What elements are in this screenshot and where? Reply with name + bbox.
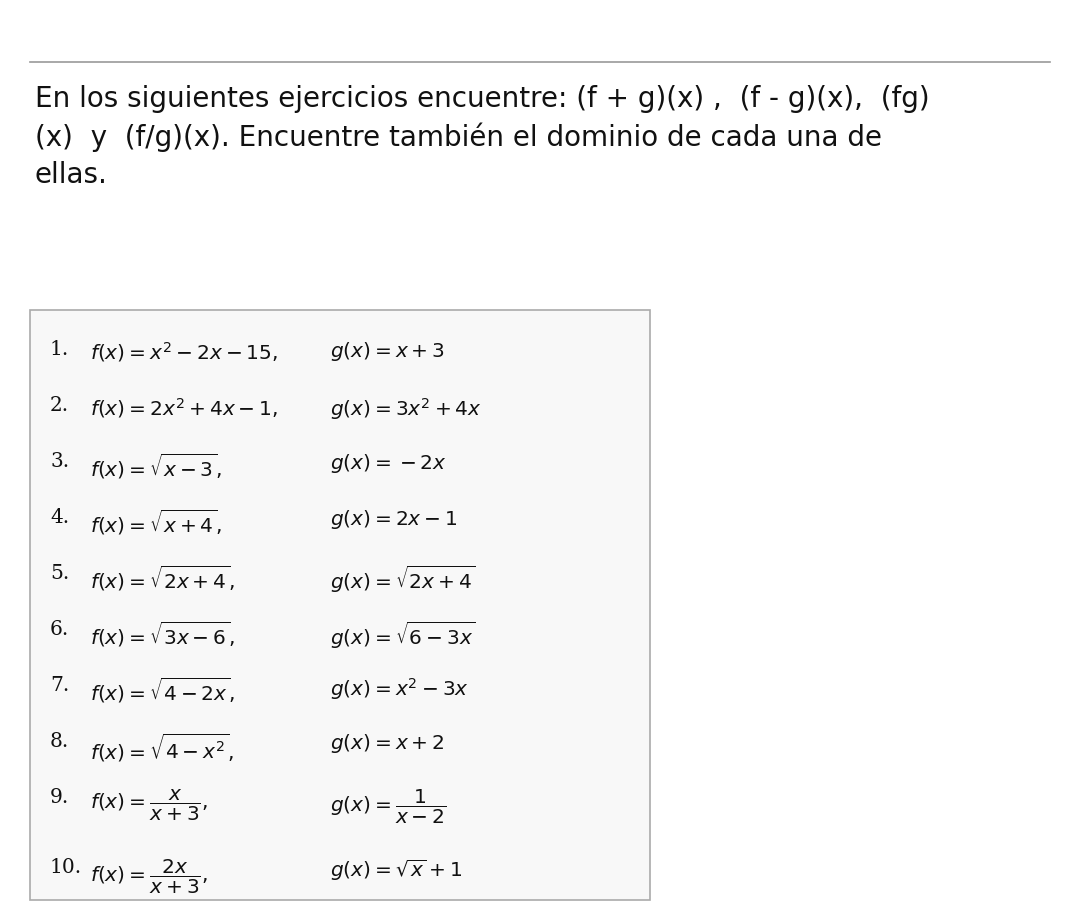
Text: $f(x) = 2x^2 + 4x - 1,$: $f(x) = 2x^2 + 4x - 1,$ — [90, 396, 278, 420]
Text: $f(x) = \dfrac{2x}{x + 3},$: $f(x) = \dfrac{2x}{x + 3},$ — [90, 858, 207, 896]
Text: $g(x) = 2x - 1$: $g(x) = 2x - 1$ — [330, 508, 458, 531]
Text: $f(x) = \sqrt{x - 3},$: $f(x) = \sqrt{x - 3},$ — [90, 452, 221, 481]
Text: ellas.: ellas. — [35, 161, 108, 189]
Text: (x)  y  (f/g)(x). Encuentre también el dominio de cada una de: (x) y (f/g)(x). Encuentre también el dom… — [35, 123, 882, 153]
Text: $f(x) = \sqrt{x + 4},$: $f(x) = \sqrt{x + 4},$ — [90, 508, 221, 537]
Text: $g(x) = -2x$: $g(x) = -2x$ — [330, 452, 447, 475]
Bar — [30, 310, 650, 900]
Text: 6.: 6. — [50, 620, 69, 639]
Text: 1.: 1. — [50, 340, 69, 359]
Text: $f(x) = \sqrt{4 - 2x},$: $f(x) = \sqrt{4 - 2x},$ — [90, 676, 234, 705]
Text: 10.: 10. — [50, 858, 82, 877]
Text: $g(x) = \sqrt{2x + 4}$: $g(x) = \sqrt{2x + 4}$ — [330, 564, 475, 595]
Text: $g(x) = x + 3$: $g(x) = x + 3$ — [330, 340, 445, 363]
Text: $f(x) = \dfrac{x}{x + 3},$: $f(x) = \dfrac{x}{x + 3},$ — [90, 788, 207, 823]
Text: $f(x) = \sqrt{4 - x^2},$: $f(x) = \sqrt{4 - x^2},$ — [90, 732, 234, 764]
Text: 2.: 2. — [50, 396, 69, 415]
Text: $g(x) = 3x^2 + 4x$: $g(x) = 3x^2 + 4x$ — [330, 396, 482, 422]
Text: 4.: 4. — [50, 508, 69, 527]
Text: 7.: 7. — [50, 676, 69, 695]
Text: $f(x) = \sqrt{2x + 4},$: $f(x) = \sqrt{2x + 4},$ — [90, 564, 234, 593]
Text: 8.: 8. — [50, 732, 69, 751]
Text: $g(x) = x + 2$: $g(x) = x + 2$ — [330, 732, 445, 755]
Text: 3.: 3. — [50, 452, 69, 471]
Text: $f(x) = x^2 - 2x - 15,$: $f(x) = x^2 - 2x - 15,$ — [90, 340, 278, 364]
Text: 5.: 5. — [50, 564, 69, 583]
Text: 9.: 9. — [50, 788, 69, 807]
Text: En los siguientes ejercicios encuentre: (f + g)(x) ,  (f - g)(x),  (fg): En los siguientes ejercicios encuentre: … — [35, 85, 930, 113]
Text: $g(x) = \sqrt{x} + 1$: $g(x) = \sqrt{x} + 1$ — [330, 858, 462, 883]
Text: $f(x) = \sqrt{3x - 6},$: $f(x) = \sqrt{3x - 6},$ — [90, 620, 234, 649]
Text: $g(x) = \sqrt{6 - 3x}$: $g(x) = \sqrt{6 - 3x}$ — [330, 620, 475, 651]
Text: $g(x) = x^2 - 3x$: $g(x) = x^2 - 3x$ — [330, 676, 469, 702]
Text: $g(x) = \dfrac{1}{x - 2}$: $g(x) = \dfrac{1}{x - 2}$ — [330, 788, 446, 826]
